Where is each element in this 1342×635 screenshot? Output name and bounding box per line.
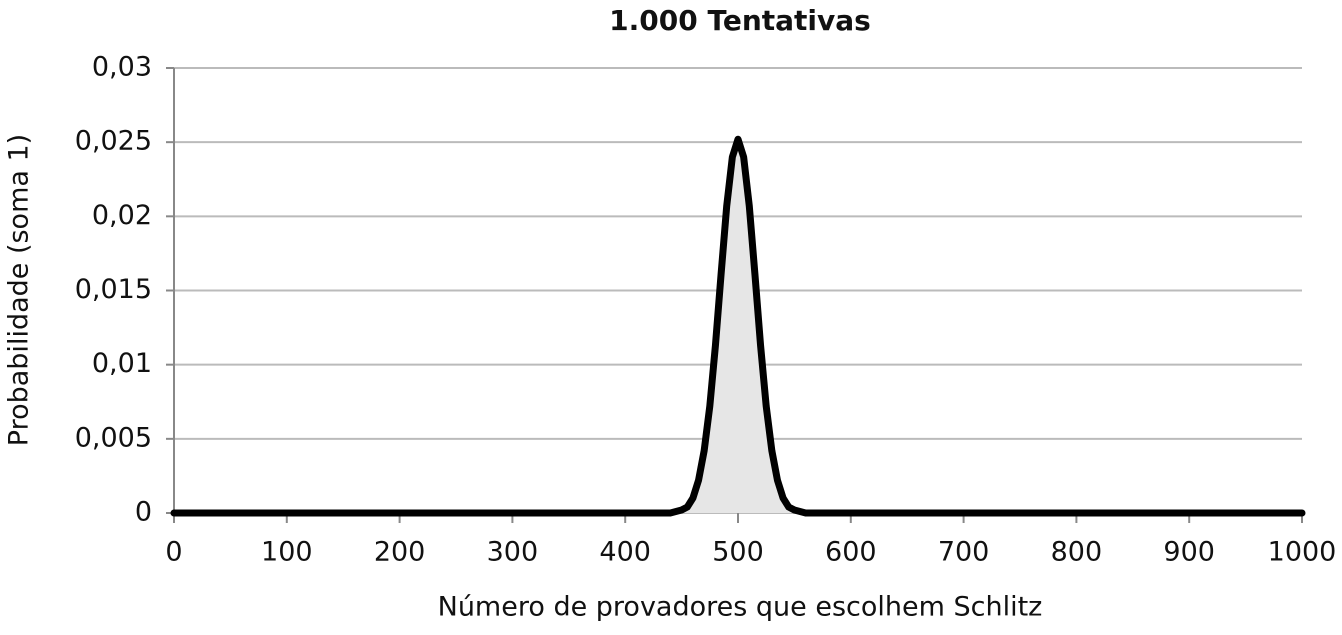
x-axis-label: Número de provadores que escolhem Schlit…	[438, 592, 1043, 623]
x-tick-label: 100	[261, 537, 313, 568]
x-tick-label: 500	[712, 537, 764, 568]
area	[174, 139, 1302, 513]
x-tick-label: 300	[487, 537, 539, 568]
line	[170, 135, 1306, 517]
x-tick-label: 800	[1051, 537, 1103, 568]
y-tick-label: 0,01	[92, 348, 152, 379]
y-tick-label: 0,025	[75, 126, 152, 157]
x-tick-label: 600	[825, 537, 877, 568]
x-tick-label: 1000	[1268, 537, 1337, 568]
x-tick-label: 0	[165, 537, 182, 568]
x-tick-label: 900	[1163, 537, 1215, 568]
x-tick-label: 700	[938, 537, 990, 568]
x-tick-label: 400	[599, 537, 651, 568]
y-axis-label: Probabilidade (soma 1)	[4, 134, 35, 446]
chart-title: 1.000 Tentativas	[609, 4, 871, 37]
y-tick-label: 0,005	[75, 422, 152, 453]
y-tick-label: 0,015	[75, 274, 152, 305]
y-tick-label: 0,03	[92, 52, 152, 83]
x-tick-label: 200	[374, 537, 426, 568]
y-tick-label: 0,02	[92, 200, 152, 231]
y-tick-label: 0	[135, 497, 152, 528]
